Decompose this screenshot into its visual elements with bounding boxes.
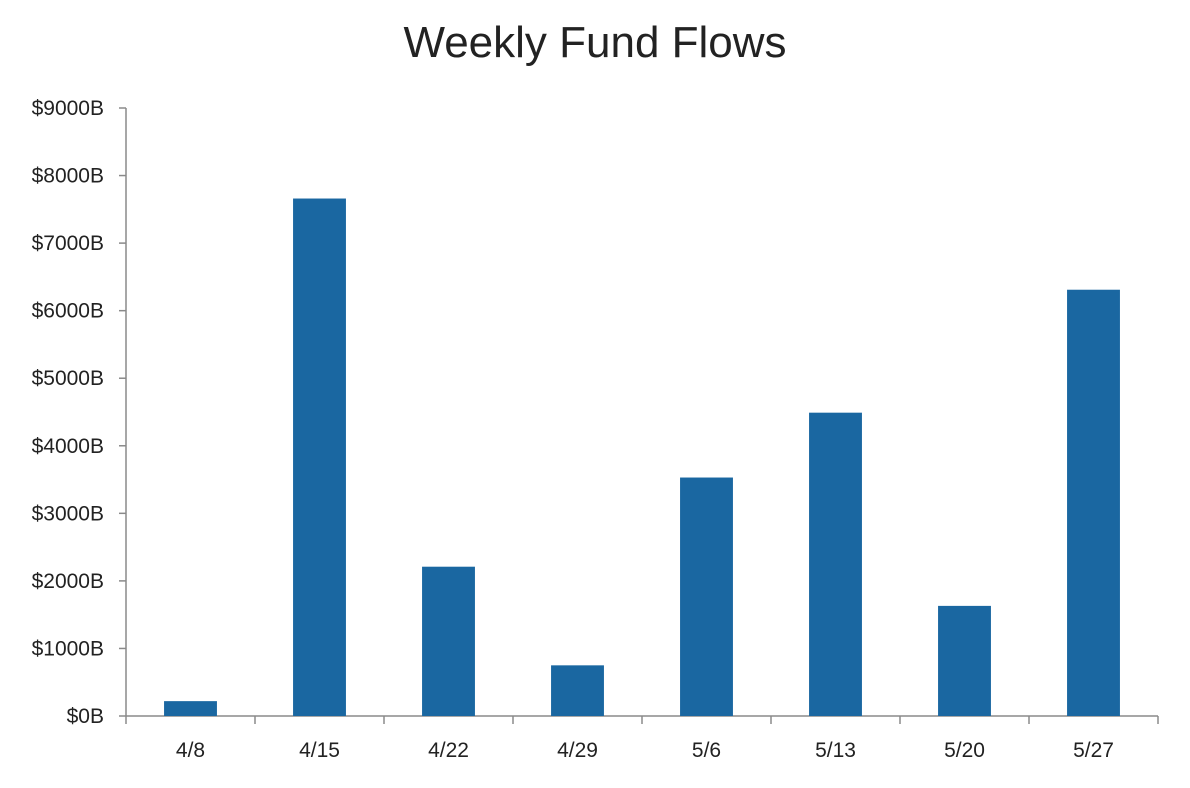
y-tick-label: $4000B (32, 435, 104, 458)
x-tick-label: 5/13 (815, 739, 856, 762)
bar-4-22 (422, 566, 475, 716)
x-tick-label: 5/20 (944, 739, 985, 762)
y-tick-label: $1000B (32, 637, 104, 660)
bar-5-6 (680, 477, 733, 716)
y-tick-label: $9000B (32, 97, 104, 120)
y-tick-label: $6000B (32, 300, 104, 323)
x-tick-label: 4/29 (557, 739, 598, 762)
bar-4-8 (164, 701, 217, 716)
x-axis: 4/8 4/15 4/22 4/29 5/6 5/13 5/20 5/27 (125, 715, 1159, 762)
x-tick-label: 4/8 (176, 739, 205, 762)
x-tick-label: 4/15 (299, 739, 340, 762)
y-tick-label: $7000B (32, 232, 104, 255)
y-tick-label: $3000B (32, 502, 104, 525)
x-tick-label: 5/27 (1073, 739, 1114, 762)
y-tick-label: $0B (67, 705, 104, 728)
bar-5-27 (1067, 289, 1120, 716)
bar-5-20 (938, 605, 991, 716)
bar-4-15 (293, 198, 346, 717)
y-tick-label: $8000B (32, 165, 104, 188)
y-axis: $0B $1000B $2000B $3000B $4000B $5000B $6000B $… (32, 97, 127, 728)
x-tick-label: 5/6 (692, 739, 721, 762)
y-tick-label: $5000B (32, 367, 104, 390)
bars (164, 198, 1120, 717)
y-tick-label: $2000B (32, 570, 104, 593)
x-tick-label: 4/22 (428, 739, 469, 762)
bar-4-29 (551, 665, 604, 716)
chart-title: Weekly Fund Flows (403, 18, 787, 67)
bar-5-13 (809, 412, 862, 716)
